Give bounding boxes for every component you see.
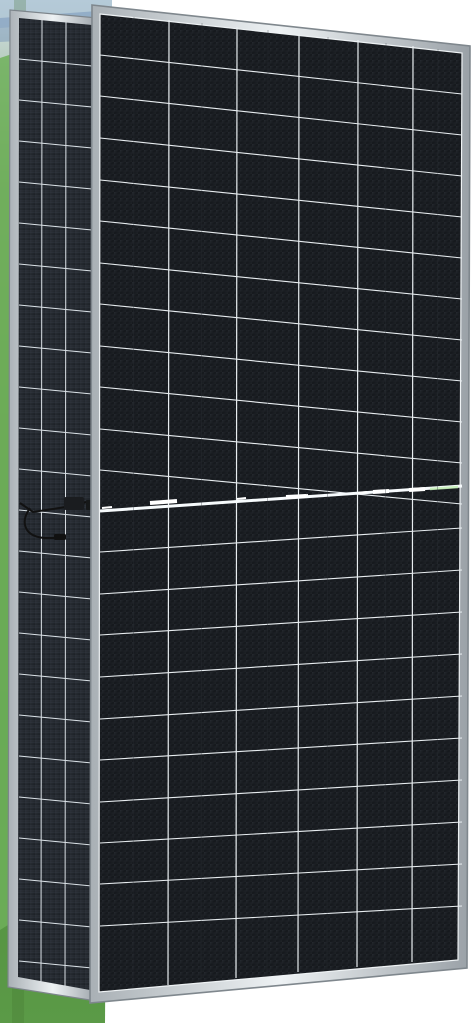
rear-solar-panel [7,9,99,1002]
rear-junction-box [19,497,93,540]
front-solar-panel [89,4,471,1004]
